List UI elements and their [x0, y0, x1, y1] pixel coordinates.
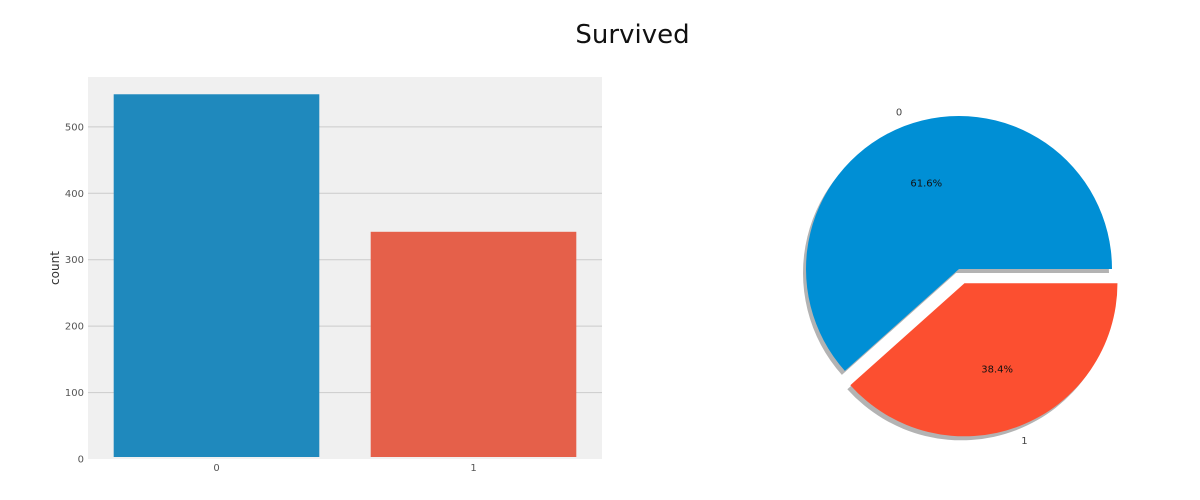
y-tick-label: 500: [65, 122, 84, 133]
figure-title: Survived: [575, 20, 690, 50]
pie-slice-0: [806, 115, 1112, 371]
pie-category-label: 1: [1021, 436, 1027, 447]
pie-category-label: 0: [896, 107, 902, 118]
pie-chart: 61.6% 0 38.4% 1: [803, 107, 1118, 447]
y-tick-label: 300: [65, 255, 84, 266]
pie-pct-label: 61.6%: [910, 179, 942, 190]
x-tick-label: 0: [213, 463, 219, 474]
y-tick-label: 0: [78, 455, 84, 466]
y-axis-label: count: [48, 251, 62, 285]
y-tick-label: 200: [65, 322, 84, 333]
y-tick-label: 100: [65, 388, 84, 399]
bar-1: [370, 231, 577, 457]
bar-0: [113, 94, 320, 457]
x-tick-label: 1: [470, 463, 476, 474]
bar-chart: 0 100 200 300 400 500 0 1 count: [48, 77, 602, 474]
pie-slice-1: [850, 283, 1118, 437]
pie-pct-label: 38.4%: [981, 365, 1013, 376]
y-tick-label: 400: [65, 189, 84, 200]
